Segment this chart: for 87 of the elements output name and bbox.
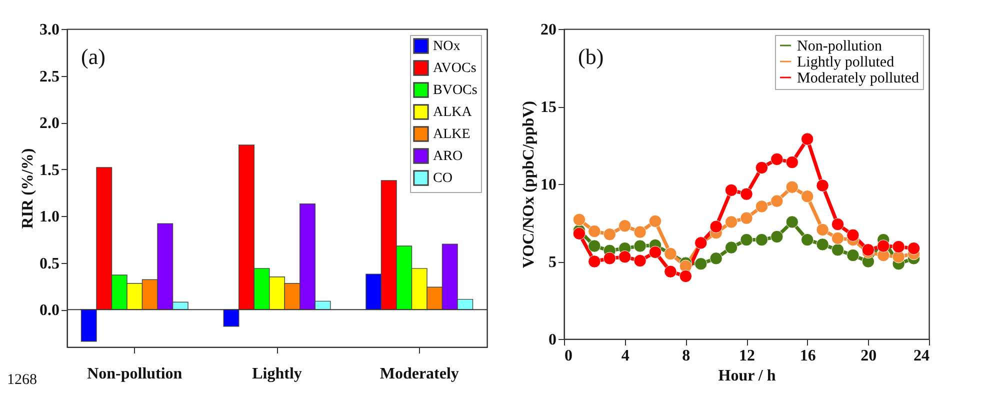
point — [907, 242, 920, 255]
point — [831, 218, 844, 231]
point — [740, 233, 753, 246]
point — [877, 240, 890, 252]
y-tick-label: 0 — [548, 332, 556, 348]
y-tick-label: 20 — [540, 22, 556, 38]
point — [755, 200, 768, 213]
point — [634, 226, 646, 238]
x-tick-label: Non-pollution — [87, 366, 182, 382]
point — [816, 179, 829, 192]
x-tick-label: Moderately — [380, 366, 459, 382]
x-axis-title: Hour / h — [718, 368, 776, 384]
legend-label: CO — [433, 171, 452, 186]
legend-label: NOx — [433, 39, 460, 54]
y-tick-label: 1.0 — [40, 208, 60, 226]
point — [618, 250, 632, 264]
point — [648, 214, 662, 228]
point — [618, 219, 632, 232]
text: 1268 — [7, 372, 37, 388]
y-tick-label: 15 — [540, 99, 556, 116]
y-axis-title: VOC/NOx (ppbC/ppbV) — [520, 100, 538, 268]
y-tick-label: 5 — [548, 254, 556, 271]
point — [786, 156, 798, 169]
point — [846, 248, 860, 262]
point — [634, 240, 646, 252]
point — [724, 241, 738, 254]
point — [572, 213, 586, 226]
point — [846, 228, 860, 242]
point — [603, 228, 616, 241]
point — [831, 244, 844, 256]
point — [588, 255, 601, 268]
legend-label: ALKA — [433, 105, 473, 120]
point — [800, 132, 814, 146]
x-tick-label: 16 — [800, 348, 816, 364]
point — [770, 152, 784, 166]
point — [588, 240, 601, 252]
point — [603, 252, 616, 265]
point — [710, 252, 722, 265]
point — [724, 184, 738, 197]
y-tick-label: 0.0 — [40, 302, 60, 320]
point — [740, 212, 753, 224]
x-tick-label: 8 — [682, 348, 690, 364]
y-axis-title: RIR (%/%) — [20, 148, 36, 229]
point — [664, 265, 677, 278]
point — [786, 180, 798, 194]
x-tick-label: 12 — [739, 348, 755, 364]
point — [800, 233, 814, 246]
point — [724, 216, 738, 228]
point — [648, 246, 662, 259]
y-tick-label: 0.5 — [40, 255, 60, 272]
x-tick-label: Lightly — [252, 366, 302, 382]
x-tick-label: 20 — [860, 348, 877, 364]
legend-label: Moderately polluted — [797, 70, 920, 86]
legend-label: ARO — [433, 149, 463, 164]
point — [831, 232, 844, 245]
legend-label: ALKE — [433, 127, 470, 142]
x-tick-label: 0 — [564, 348, 572, 364]
x-tick-label: 4 — [621, 348, 630, 364]
annotation: (b) — [578, 44, 604, 69]
point — [770, 194, 784, 208]
point — [755, 233, 768, 246]
legend-label: AVOCs — [433, 61, 476, 76]
point — [770, 230, 784, 244]
point — [800, 190, 814, 203]
point — [588, 224, 601, 238]
point — [710, 220, 722, 233]
x-tick-label: 24 — [914, 348, 930, 364]
y-tick-label: 10 — [540, 176, 556, 194]
point — [755, 161, 768, 174]
legend-label: BVOCs — [433, 83, 478, 98]
point — [679, 270, 692, 283]
point — [634, 254, 646, 268]
point — [786, 216, 798, 228]
point — [694, 257, 708, 270]
y-tick-label: 1.5 — [40, 162, 60, 179]
point — [892, 240, 905, 254]
legend-label: Lightly polluted — [797, 54, 895, 70]
point — [816, 223, 829, 236]
annotation: (a) — [81, 44, 106, 69]
legend-label: Non-pollution — [797, 38, 882, 54]
point — [862, 244, 875, 256]
y-tick-label: 2.0 — [40, 115, 60, 132]
point — [572, 227, 586, 240]
y-tick-label: 3.0 — [40, 22, 60, 38]
point — [816, 238, 829, 251]
point — [740, 188, 753, 200]
y-tick-label: 2.5 — [40, 68, 60, 86]
